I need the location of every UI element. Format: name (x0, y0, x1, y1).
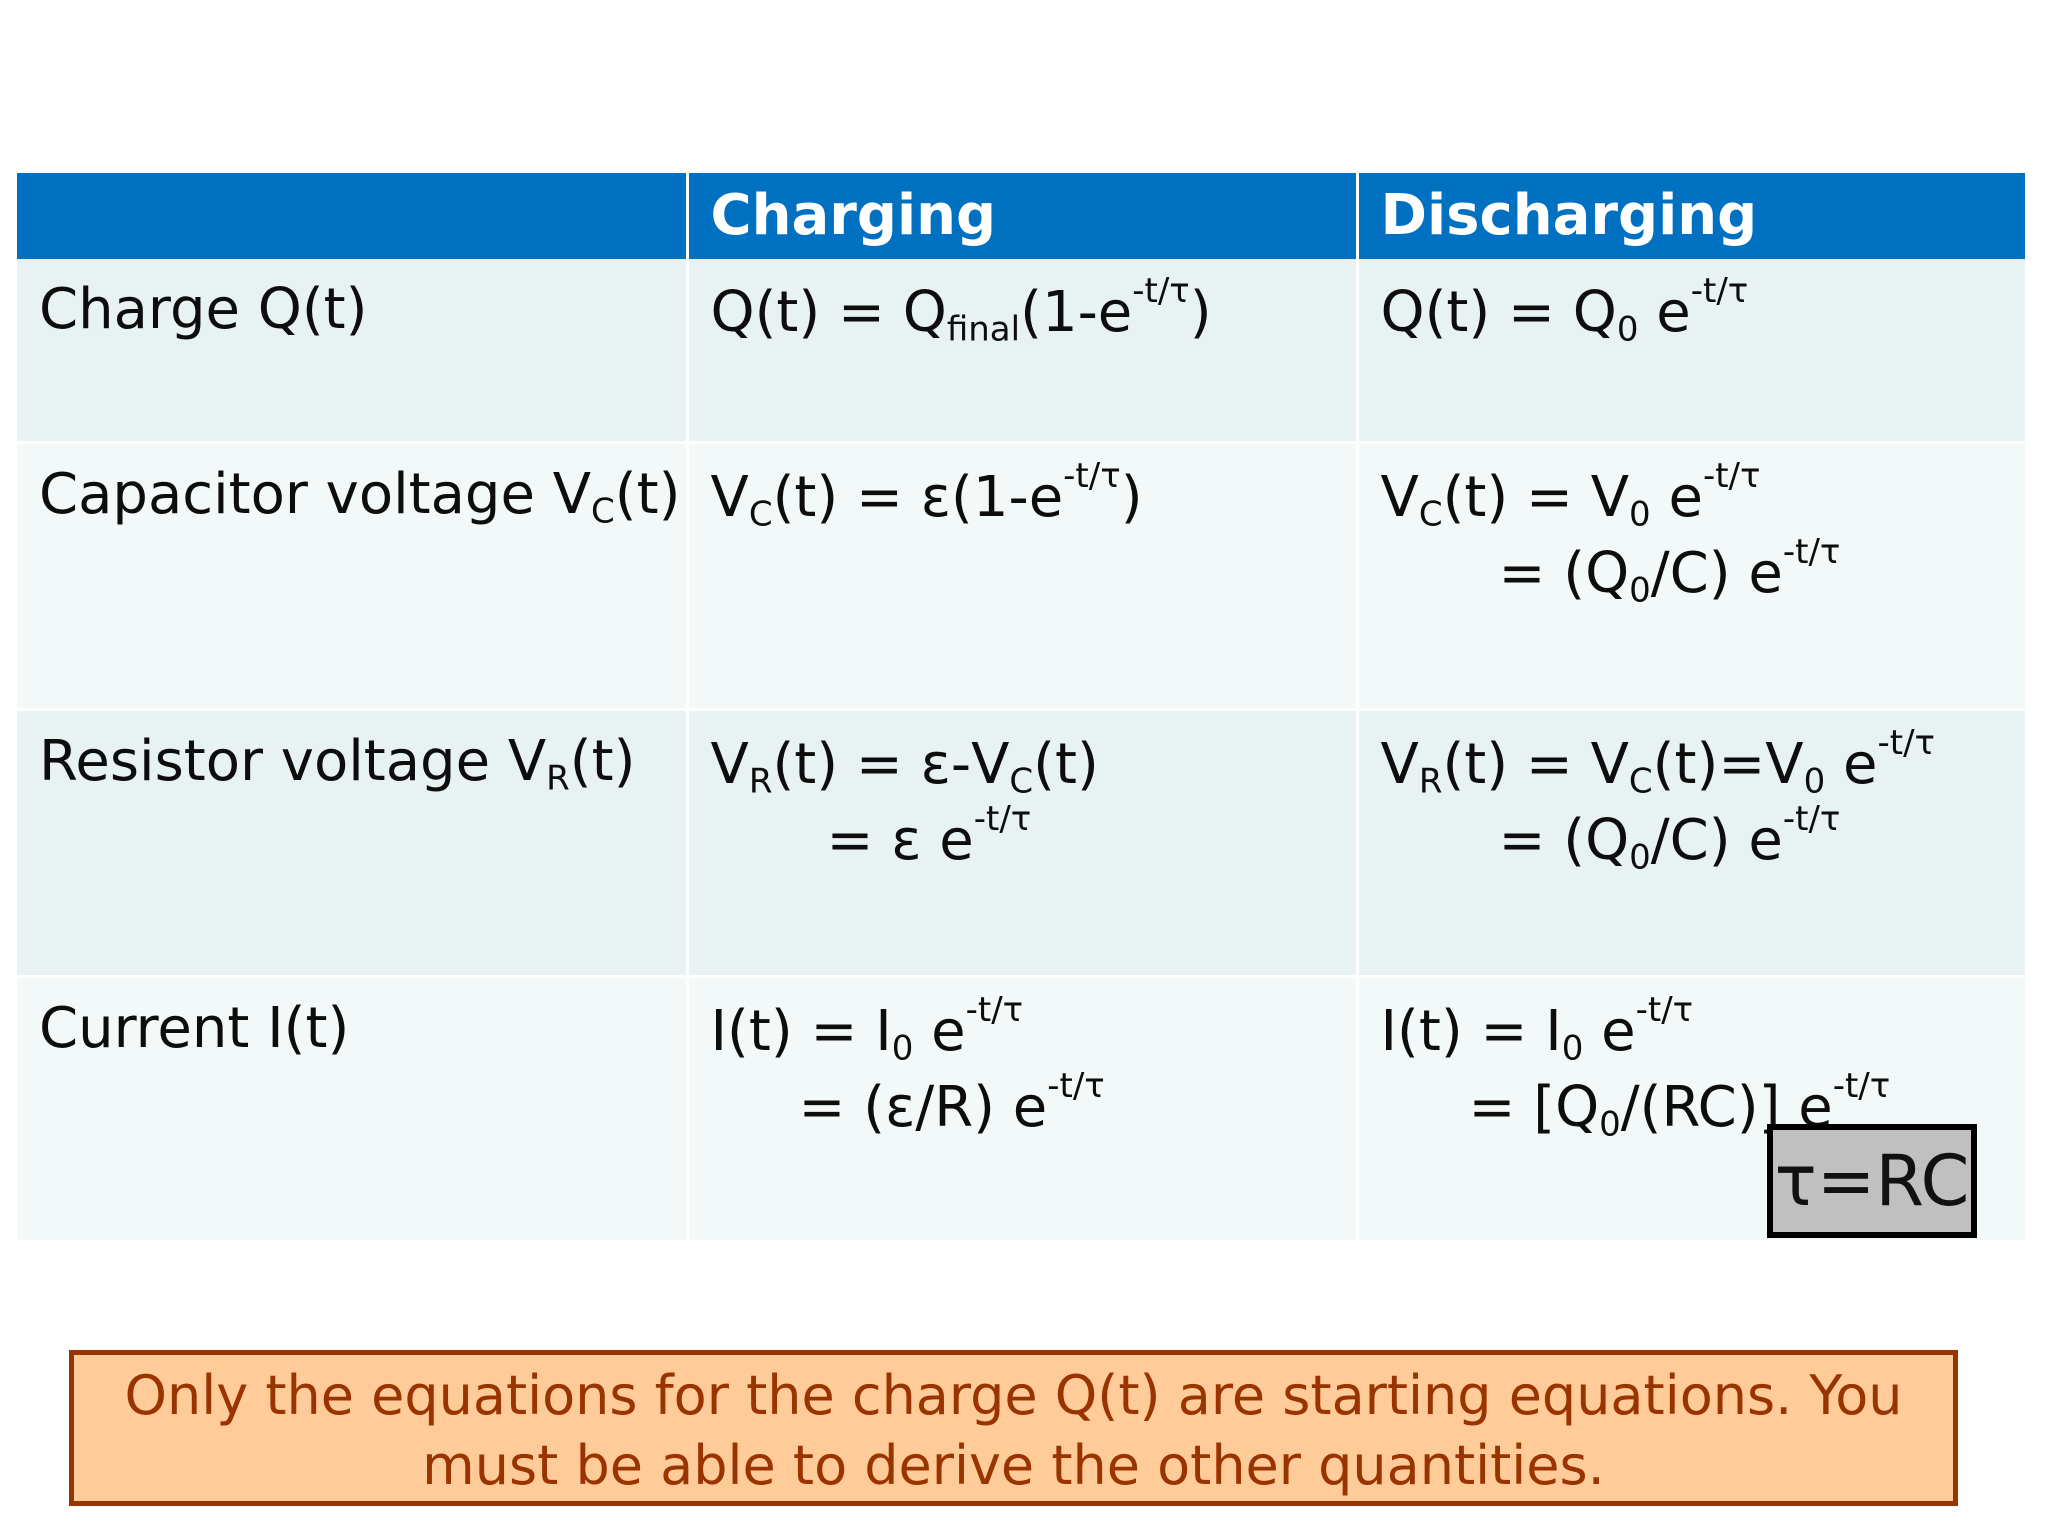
equation-subscript: 0 (1599, 1104, 1621, 1145)
table-row-capacitor-voltage: Capacitor voltage VC(t) VC(t) = ε(1-e-t/… (17, 441, 2025, 710)
header-charging-label: Charging (710, 183, 997, 248)
equation-text: = (ε/R) e (798, 1075, 1048, 1140)
equation-superscript: -t/τ (1047, 1066, 1105, 1107)
row-label-capacitor-voltage: Capacitor voltage VC(t) (17, 441, 689, 710)
equation-subscript: 0 (1629, 494, 1651, 535)
equation-text: (1-e (1020, 280, 1133, 345)
equation-text: e (1583, 999, 1636, 1064)
equation-text: e (913, 999, 966, 1064)
equation-text: = (Q (1498, 541, 1630, 606)
equation-text: = (Q (1498, 808, 1630, 873)
equation-superscript: -t/τ (1063, 456, 1121, 497)
header-charging: Charging (687, 173, 1359, 259)
equation-subscript: C (748, 494, 773, 535)
equation-subscript: 0 (1629, 837, 1651, 878)
table-header-row: Charging Discharging (17, 173, 2025, 259)
equation-text: e (1638, 280, 1691, 345)
equation-text: V (710, 465, 749, 530)
discharging-resistor-voltage-equation: VR(t) = VC(t)=V0 e-t/τ = (Q0/C) e-t/τ (1357, 708, 2025, 977)
equation-text: (t) (1033, 732, 1099, 797)
equation-superscript: -t/τ (1132, 271, 1190, 312)
header-discharging: Discharging (1357, 173, 2025, 259)
equation-text: ) (1189, 280, 1212, 345)
equation-subscript: 0 (1803, 761, 1826, 802)
equation-subscript: R (1418, 761, 1443, 802)
equation-text: (t)=V (1652, 732, 1804, 797)
equation-subscript: final (946, 309, 1021, 350)
equation-text: V (710, 732, 749, 797)
note-text: Only the equations for the charge Q(t) a… (124, 1364, 1903, 1497)
equation-text: (t) = V (1442, 465, 1630, 530)
equation-subscript: R (748, 761, 773, 802)
equation-subscript: 0 (1629, 570, 1651, 611)
tau-rc-box: τ=RC (1767, 1124, 1977, 1238)
header-empty (17, 173, 689, 259)
table-row-charge: Charge Q(t) Q(t) = Qfinal(1-e-t/τ) Q(t) … (17, 259, 2025, 443)
equation-text: V (1380, 465, 1419, 530)
charging-current-equation: I(t) = I0 e-t/τ = (ε/R) e-t/τ (687, 975, 1359, 1240)
header-discharging-label: Discharging (1380, 183, 1758, 248)
equation-superscript: -t/τ (973, 799, 1032, 840)
charging-resistor-voltage-equation: VR(t) = ε-VC(t) = ε e-t/τ (687, 708, 1359, 977)
equation-subscript: 0 (1561, 1028, 1584, 1069)
equation-superscript: -t/τ (1877, 723, 1935, 764)
discharging-charge-equation: Q(t) = Q0 e-t/τ (1357, 259, 2025, 443)
note-callout: Only the equations for the charge Q(t) a… (69, 1350, 1958, 1506)
charging-charge-equation: Q(t) = Qfinal(1-e-t/τ) (687, 259, 1359, 443)
equation-subscript: C (1009, 761, 1034, 802)
equation-text: = [Q (1468, 1075, 1600, 1140)
equation-text: I(t) = I (1380, 999, 1562, 1064)
equation-text: ) (1120, 465, 1143, 530)
equation-superscript: -t/τ (1635, 990, 1694, 1031)
charging-capacitor-voltage-equation: VC(t) = ε(1-e-t/τ) (687, 441, 1359, 710)
discharging-capacitor-voltage-equation: VC(t) = V0 e-t/τ = (Q0/C) e-t/τ (1357, 441, 2025, 710)
equation-subscript: C (1628, 761, 1653, 802)
table-row-current: Current I(t) I(t) = I0 e-t/τ = (ε/R) e-t… (17, 975, 2025, 1240)
equation-text: (t) = V (1442, 732, 1629, 797)
equation-superscript: -t/τ (1690, 271, 1749, 312)
equation-text: /C) e (1650, 808, 1783, 873)
equation-superscript: -t/τ (1782, 532, 1841, 573)
table-row-resistor-voltage: Resistor voltage VR(t) VR(t) = ε-VC(t) =… (17, 708, 2025, 977)
equation-text: (t) = ε(1-e (772, 465, 1064, 530)
equations-table: Charging Discharging Charge Q(t) Q(t) = … (17, 173, 2025, 1240)
equation-text: Q(t) = Q (1380, 280, 1617, 345)
tau-rc-label: τ=RC (1774, 1140, 1970, 1222)
equation-text: = ε e (826, 808, 974, 873)
equation-text: e (1650, 465, 1703, 530)
equation-text: /C) e (1650, 541, 1783, 606)
row-label-resistor-voltage: Resistor voltage VR(t) (17, 708, 689, 977)
equation-subscript: C (1418, 494, 1443, 535)
equation-text: V (1380, 732, 1419, 797)
equation-text: e (1825, 732, 1878, 797)
equation-superscript: -t/τ (1782, 799, 1841, 840)
equation-superscript: -t/τ (1702, 456, 1761, 497)
row-label-current: Current I(t) (17, 975, 689, 1240)
equation-text: I(t) = I (710, 999, 892, 1064)
equation-superscript: -t/τ (965, 990, 1024, 1031)
equation-text: Q(t) = Q (710, 280, 947, 345)
equation-superscript: -t/τ (1832, 1066, 1891, 1107)
equation-text: (t) = ε-V (772, 732, 1010, 797)
equation-subscript: 0 (891, 1028, 914, 1069)
row-label-charge: Charge Q(t) (17, 259, 689, 443)
equation-subscript: 0 (1616, 309, 1639, 350)
